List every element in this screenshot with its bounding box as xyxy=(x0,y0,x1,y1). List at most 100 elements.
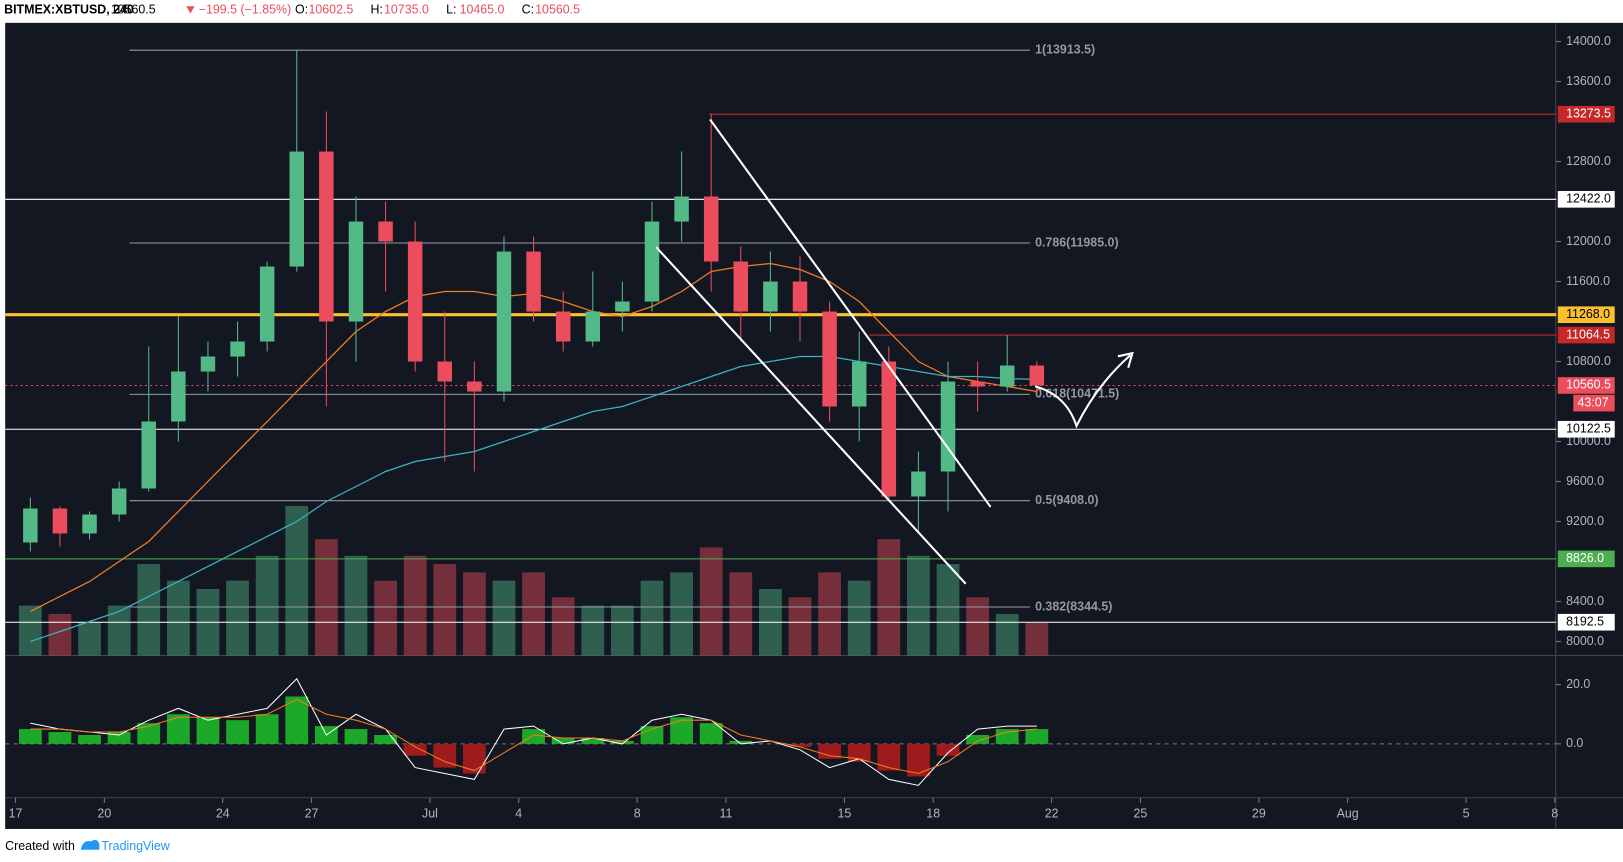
histogram-bar xyxy=(847,743,871,762)
x-tick-label: 17 xyxy=(9,807,23,821)
candle-body xyxy=(319,151,334,322)
oscillator-line xyxy=(30,677,1037,786)
x-tick-label: 20 xyxy=(97,807,111,821)
ohlc-label: C: xyxy=(522,3,534,17)
countdown-bg xyxy=(1573,394,1615,412)
x-tick-label: 29 xyxy=(1252,807,1266,821)
y-tick-label: 8400.0 xyxy=(1566,594,1604,608)
countdown: 43:07 xyxy=(1577,395,1608,409)
oscillator-line xyxy=(30,698,1037,775)
candle-body xyxy=(585,311,601,342)
ohlc-label: L: xyxy=(446,3,456,17)
candle-body xyxy=(644,221,660,302)
price-tag-label: 11064.5 xyxy=(1566,327,1610,341)
volume-bar xyxy=(166,580,190,656)
histogram-bar xyxy=(403,743,427,756)
volume-bar xyxy=(374,580,397,656)
candle-body xyxy=(111,488,127,515)
x-tick-label: 24 xyxy=(216,807,230,821)
last-price: 10560.5 xyxy=(111,3,156,17)
candle-body xyxy=(52,508,68,534)
price-tag-label: 10560.5 xyxy=(1566,378,1611,392)
price-tag xyxy=(1557,326,1615,344)
x-tick-label: Aug xyxy=(1337,807,1359,821)
candle-body xyxy=(407,241,423,362)
histogram-bar xyxy=(1025,729,1049,744)
volume-bar xyxy=(907,555,930,656)
price-tag xyxy=(1557,613,1615,631)
ohlc-label: H: xyxy=(371,3,383,17)
x-tick-label: 22 xyxy=(1045,807,1059,821)
candle-body xyxy=(911,471,926,497)
volume-bar xyxy=(48,613,72,656)
candle-body xyxy=(437,361,453,382)
price-tag xyxy=(1557,306,1615,324)
symbol: BITMEX:XBTUSD, 240 xyxy=(4,3,134,17)
histogram-bar xyxy=(640,726,664,744)
histogram-bar xyxy=(107,732,131,744)
volume-bar xyxy=(610,605,634,656)
price-tag-label: 8826.0 xyxy=(1566,551,1604,565)
candle-body xyxy=(496,251,512,392)
fib-label: 0.5(9408.0) xyxy=(1035,493,1099,507)
price-tag-label: 11268.0 xyxy=(1566,307,1610,321)
histogram-bar xyxy=(699,723,723,744)
fib-label: 0.382(8344.5) xyxy=(1035,599,1112,613)
candle-body xyxy=(763,281,778,312)
volume-bar xyxy=(403,555,427,656)
histogram-bar xyxy=(78,735,101,744)
volume-bar xyxy=(788,597,812,656)
down-arrow xyxy=(186,6,195,14)
price-tag-label: 13273.5 xyxy=(1566,106,1611,120)
volume-bar xyxy=(551,597,575,656)
x-tick-label: 15 xyxy=(837,807,851,821)
volume-bar xyxy=(18,605,42,656)
histogram-bar xyxy=(255,714,279,744)
candle-body xyxy=(822,311,837,407)
histogram-bar xyxy=(551,737,575,744)
histogram-bar xyxy=(581,737,605,744)
histogram-bar xyxy=(18,729,42,744)
y-tick-label: 12000.0 xyxy=(1566,234,1611,248)
y-tick-label: 10800.0 xyxy=(1566,354,1611,368)
volume-bar xyxy=(847,580,871,656)
ohlc-value: 10465.0 xyxy=(460,3,505,17)
histogram-bar xyxy=(344,729,368,744)
price-tag xyxy=(1557,105,1615,123)
y-tick-label: 0.0 xyxy=(1566,736,1583,750)
x-tick-label: 18 xyxy=(926,807,940,821)
price-tag xyxy=(1557,420,1615,438)
candle-body xyxy=(200,356,216,372)
price-tag xyxy=(1557,191,1615,208)
histogram-bar xyxy=(610,740,634,744)
price-change: −199.5 (−1.85%) xyxy=(199,3,291,17)
channel-line xyxy=(709,118,992,508)
price-tag xyxy=(1557,550,1615,568)
candle-body xyxy=(881,361,897,497)
x-tick-label: Jul xyxy=(422,807,438,821)
volume-bar xyxy=(78,622,101,656)
volume-bar xyxy=(1025,622,1049,656)
histogram-bar xyxy=(374,735,397,744)
candle-body xyxy=(792,281,808,312)
histogram-bar xyxy=(670,717,693,744)
candle-body xyxy=(378,221,393,242)
ohlc-label: O: xyxy=(295,3,308,17)
x-tick-label: 5 xyxy=(1463,807,1470,821)
candle-body xyxy=(348,221,364,322)
y-tick-label: 9600.0 xyxy=(1566,474,1604,488)
candle-body xyxy=(851,361,867,407)
histogram-bar xyxy=(522,729,545,744)
volume-bar xyxy=(640,580,664,656)
volume-bar xyxy=(137,564,161,656)
histogram-bar xyxy=(48,732,72,744)
histogram-bar xyxy=(818,743,841,759)
price-tag-label: 12422.0 xyxy=(1566,192,1611,206)
candle-body xyxy=(141,421,156,489)
histogram-bar xyxy=(462,743,486,774)
candle-body xyxy=(999,365,1015,387)
volume-bar xyxy=(255,555,279,656)
candle-body xyxy=(23,508,38,543)
x-tick-label: 11 xyxy=(720,807,733,821)
